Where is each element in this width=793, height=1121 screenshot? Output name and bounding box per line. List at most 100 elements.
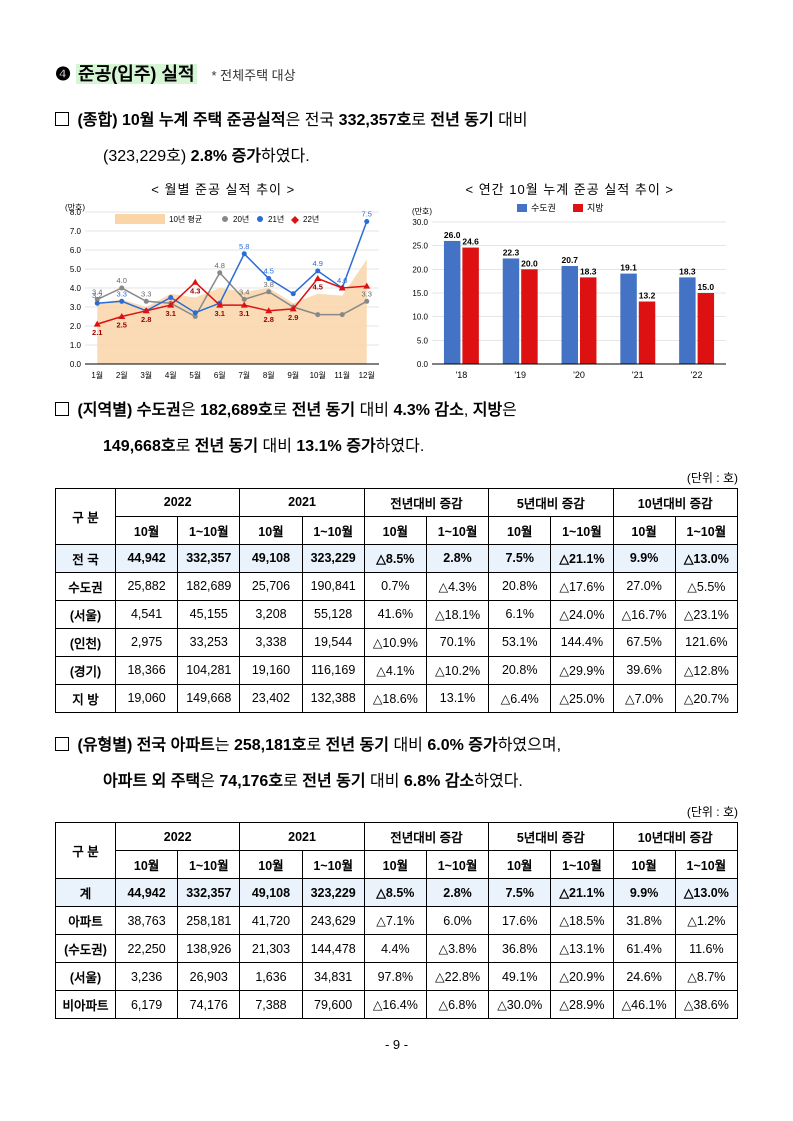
cell: 18,366: [116, 656, 178, 684]
cell: 9.9%: [613, 544, 675, 572]
col-sub: 1~10월: [178, 516, 240, 544]
row-name: (서울): [56, 600, 116, 628]
cell: 97.8%: [364, 963, 426, 991]
row-name: (경기): [56, 656, 116, 684]
col-sub: 10월: [489, 851, 551, 879]
col-group: 2021: [240, 823, 364, 851]
svg-text:4월: 4월: [165, 370, 177, 380]
cell: 44,942: [116, 544, 178, 572]
svg-text:'18: '18: [455, 370, 467, 380]
svg-text:2.0: 2.0: [70, 322, 82, 331]
svg-text:2.1: 2.1: [92, 328, 102, 337]
svg-text:5월: 5월: [189, 370, 201, 380]
monthly-chart-title: < 월별 준공 실적 추이 >: [55, 179, 392, 198]
cell: △20.7%: [675, 684, 737, 712]
svg-text:4.5: 4.5: [264, 266, 274, 275]
svg-text:3.3: 3.3: [362, 289, 372, 298]
svg-text:4.3: 4.3: [190, 286, 200, 295]
row-name: (서울): [56, 963, 116, 991]
svg-text:11월: 11월: [334, 370, 350, 380]
svg-text:24.6: 24.6: [462, 236, 479, 246]
region-table: 구 분20222021전년대비 증감5년대비 증감10년대비 증감10월1~10…: [55, 488, 738, 713]
cell: △10.2%: [426, 656, 488, 684]
annual-chart-svg: 0.05.010.015.020.025.030.0(만호)수도권지방26.02…: [402, 202, 732, 382]
col-category: 구 분: [56, 823, 116, 879]
col-group: 5년대비 증감: [489, 823, 613, 851]
cell: △12.8%: [675, 656, 737, 684]
cell: △1.2%: [675, 907, 737, 935]
col-group: 전년대비 증감: [364, 488, 488, 516]
cell: 243,629: [302, 907, 364, 935]
table-row: 전 국44,942332,35749,108323,229△8.5%2.8%7.…: [56, 544, 738, 572]
svg-text:1월: 1월: [91, 370, 103, 380]
charts-row: < 월별 준공 실적 추이 > 0.01.02.03.04.05.06.07.0…: [55, 179, 738, 382]
row-name: (수도권): [56, 935, 116, 963]
cell: 39.6%: [613, 656, 675, 684]
svg-text:5.8: 5.8: [239, 242, 249, 251]
cell: 45,155: [178, 600, 240, 628]
col-sub: 10월: [613, 516, 675, 544]
col-group: 5년대비 증감: [489, 488, 613, 516]
cell: △10.9%: [364, 628, 426, 656]
row-name: 계: [56, 879, 116, 907]
cell: 25,706: [240, 572, 302, 600]
col-sub: 10월: [613, 851, 675, 879]
col-sub: 10월: [364, 516, 426, 544]
cell: △8.5%: [364, 879, 426, 907]
cell: 4,541: [116, 600, 178, 628]
col-sub: 10월: [489, 516, 551, 544]
col-sub: 10월: [240, 851, 302, 879]
row-name: 지 방: [56, 684, 116, 712]
cell: 41,720: [240, 907, 302, 935]
cell: △6.8%: [426, 991, 488, 1019]
svg-text:15.0: 15.0: [412, 289, 428, 298]
col-sub: 1~10월: [302, 516, 364, 544]
cell: 6,179: [116, 991, 178, 1019]
svg-text:22.3: 22.3: [502, 247, 519, 257]
monthly-chart-svg: 0.01.02.03.04.05.06.07.08.0(만호)10년 평균20년…: [55, 202, 385, 382]
svg-text:4.0: 4.0: [337, 276, 347, 285]
cell: 116,169: [302, 656, 364, 684]
cell: 23,402: [240, 684, 302, 712]
col-sub: 10월: [116, 851, 178, 879]
cell: 67.5%: [613, 628, 675, 656]
cell: 19,160: [240, 656, 302, 684]
section-header: ❹ 준공(입주) 실적 * 전체주택 대상: [55, 60, 738, 86]
cell: △6.4%: [489, 684, 551, 712]
cell: 33,253: [178, 628, 240, 656]
svg-text:4.0: 4.0: [117, 276, 127, 285]
table-row: 지 방19,060149,66823,402132,388△18.6%13.1%…: [56, 684, 738, 712]
cell: △29.9%: [551, 656, 613, 684]
cell: 6.0%: [426, 907, 488, 935]
cell: △23.1%: [675, 600, 737, 628]
svg-text:4.9: 4.9: [313, 259, 323, 268]
col-sub: 1~10월: [675, 851, 737, 879]
cell: 332,357: [178, 544, 240, 572]
cell: 4.4%: [364, 935, 426, 963]
cell: 20.8%: [489, 572, 551, 600]
cell: 36.8%: [489, 935, 551, 963]
cell: △4.3%: [426, 572, 488, 600]
svg-text:19.1: 19.1: [620, 262, 637, 272]
svg-text:3월: 3월: [140, 370, 152, 380]
annual-chart-title: < 연간 10월 누계 준공 실적 추이 >: [402, 179, 739, 198]
svg-text:18.3: 18.3: [679, 266, 696, 276]
cell: 9.9%: [613, 879, 675, 907]
table-row: 아파트38,763258,18141,720243,629△7.1%6.0%17…: [56, 907, 738, 935]
cell: 323,229: [302, 879, 364, 907]
col-sub: 1~10월: [426, 516, 488, 544]
square-bullet-icon: [55, 112, 69, 126]
table-row: (서울)3,23626,9031,63634,83197.8%△22.8%49.…: [56, 963, 738, 991]
cell: 20.8%: [489, 656, 551, 684]
cell: 332,357: [178, 879, 240, 907]
table-row: (수도권)22,250138,92621,303144,4784.4%△3.8%…: [56, 935, 738, 963]
svg-text:20.0: 20.0: [412, 265, 428, 274]
cell: △21.1%: [551, 879, 613, 907]
svg-text:30.0: 30.0: [412, 218, 428, 227]
cell: 144,478: [302, 935, 364, 963]
cell: 44,942: [116, 879, 178, 907]
cell: △38.6%: [675, 991, 737, 1019]
svg-text:7.5: 7.5: [362, 209, 372, 218]
cell: 41.6%: [364, 600, 426, 628]
svg-text:3.1: 3.1: [239, 309, 249, 318]
